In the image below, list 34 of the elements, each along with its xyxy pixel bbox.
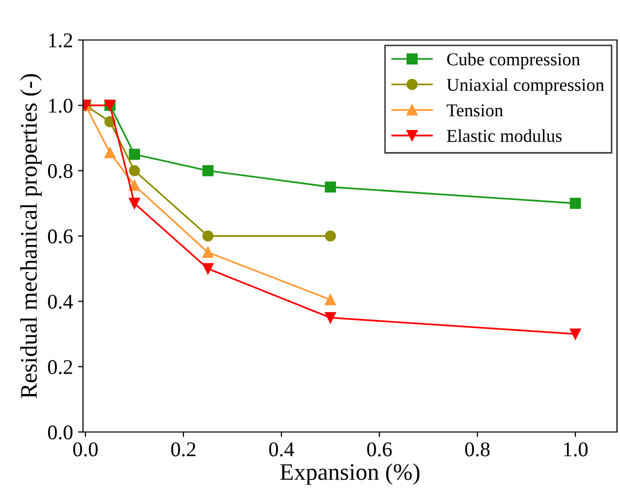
point [202, 246, 214, 258]
y-tick-label: 0.4 [48, 294, 73, 309]
x-tick-label: 0.0 [73, 442, 98, 456]
point [128, 198, 140, 209]
y-tick-label: 0.0 [48, 425, 72, 440]
point [570, 198, 581, 209]
legend-label: Uniaxial compression [446, 78, 604, 95]
y-axis-title: Residual mechanical properties (-) [20, 74, 42, 398]
y-tick-label: 0.6 [48, 229, 73, 244]
point [570, 328, 581, 340]
x-tick-label: 0.4 [269, 442, 294, 456]
x-tick-label: 0.8 [465, 442, 490, 456]
point [202, 230, 214, 242]
legend-label: Cube compression [447, 52, 580, 70]
point [128, 180, 140, 191]
point [324, 312, 336, 324]
point [104, 147, 116, 158]
y-tick-label: 1.2 [49, 33, 72, 48]
point [324, 294, 336, 306]
point [202, 165, 214, 176]
x-tick-label: 1.0 [564, 442, 588, 456]
point [128, 148, 140, 160]
y-tick-label: 1.0 [49, 98, 72, 113]
point [324, 181, 336, 193]
point [128, 165, 140, 176]
point [202, 263, 214, 274]
y-tick-label: 0.2 [48, 360, 72, 374]
legend-label: Tension [446, 104, 504, 116]
legend-label: Elastic modulus [446, 129, 562, 142]
point [324, 230, 336, 242]
x-tick-label: 0.2 [171, 442, 196, 456]
y-tick-label: 0.8 [48, 164, 72, 178]
x-tick-label: 0.6 [367, 442, 392, 456]
x-axis-title: Expansion (%) [280, 463, 420, 485]
